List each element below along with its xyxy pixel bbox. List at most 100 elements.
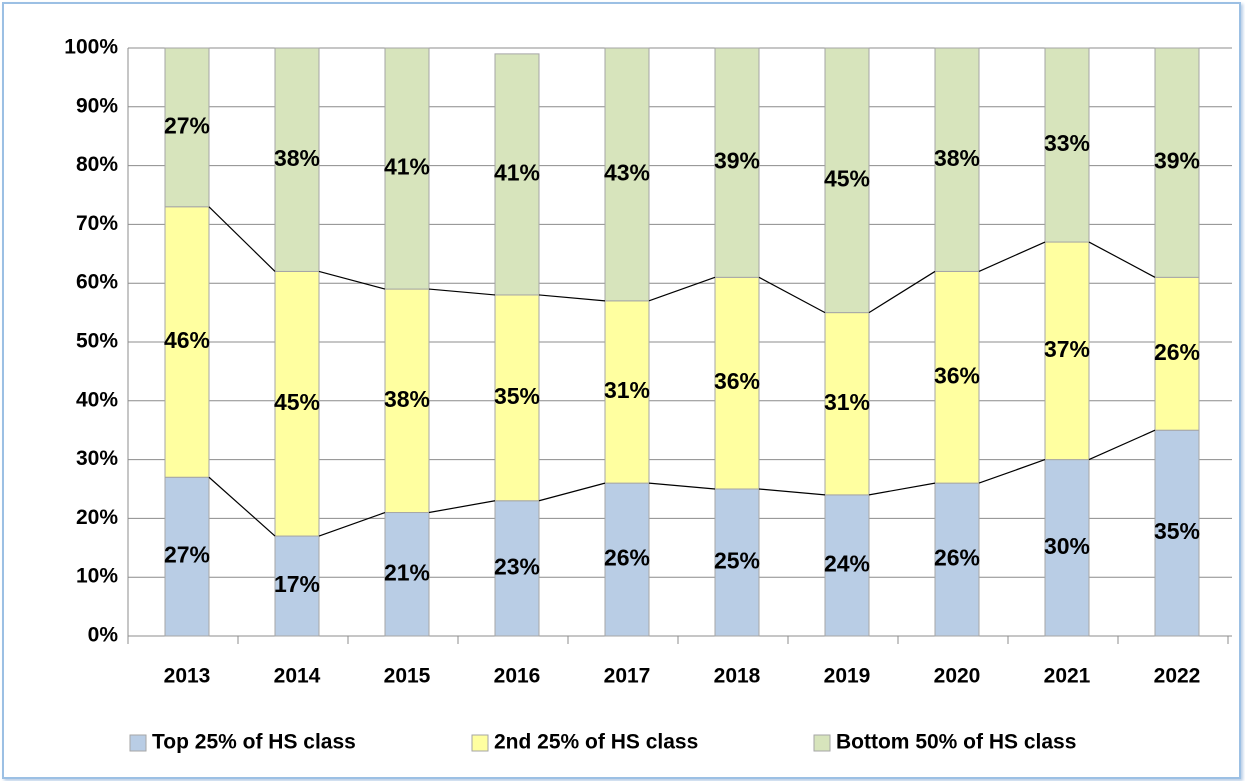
series-line (868, 482, 936, 496)
bar-segment (604, 47, 650, 302)
data-label: 36% (934, 362, 980, 388)
bar-segment (824, 494, 870, 637)
y-tick-label: 10% (76, 565, 118, 588)
bar-segment (1044, 459, 1090, 637)
x-tick-label: 2022 (1154, 665, 1201, 688)
series-line (868, 270, 936, 314)
data-label: 27% (164, 112, 210, 138)
bar-segment (1154, 276, 1200, 431)
series-line (978, 459, 1046, 484)
data-label: 37% (1044, 336, 1090, 362)
x-tick-label: 2015 (384, 665, 431, 688)
bar-segment (714, 488, 760, 637)
data-label: 46% (164, 327, 210, 353)
series-line (318, 511, 386, 537)
bar-segment (274, 47, 320, 272)
data-label: 45% (274, 389, 320, 415)
data-label: 17% (274, 571, 320, 597)
data-label: 41% (384, 154, 430, 180)
series-line (538, 294, 606, 302)
x-tick-label: 2018 (714, 665, 761, 688)
y-tick-label: 100% (64, 36, 118, 59)
bar-segment (494, 53, 540, 296)
data-label: 38% (934, 145, 980, 171)
series-line (758, 488, 826, 496)
bar-segment (714, 276, 760, 490)
legend-label: Bottom 50% of HS class (836, 731, 1076, 754)
x-tick-label: 2021 (1044, 665, 1091, 688)
series-line (428, 500, 496, 514)
data-label: 45% (824, 165, 870, 191)
x-tick-label: 2020 (934, 665, 981, 688)
y-tick-label: 50% (76, 330, 118, 353)
legend-swatch (471, 734, 489, 752)
series-line (648, 482, 716, 490)
data-label: 43% (604, 159, 650, 185)
x-tick-label: 2013 (164, 665, 211, 688)
y-tick-label: 80% (76, 153, 118, 176)
bar-segment (714, 47, 760, 278)
series-line (538, 482, 606, 502)
x-tick-label: 2014 (274, 665, 321, 688)
bar-segment (494, 294, 540, 502)
y-tick-label: 0% (88, 624, 119, 647)
y-tick-label: 70% (76, 212, 118, 235)
data-label: 33% (1044, 130, 1090, 156)
series-line (208, 206, 276, 272)
data-label: 31% (604, 377, 650, 403)
series-line (648, 276, 716, 302)
legend-label: 2nd 25% of HS class (494, 731, 698, 754)
data-label: 35% (1154, 518, 1200, 544)
data-label: 23% (494, 553, 540, 579)
data-label: 35% (494, 383, 540, 409)
bar-segment (934, 270, 980, 484)
bar-segment (384, 47, 430, 290)
legend-swatch (813, 734, 831, 752)
data-label: 30% (1044, 533, 1090, 559)
legend-label: Top 25% of HS class (152, 731, 356, 754)
bar-segment (934, 482, 980, 637)
series-line (208, 476, 276, 537)
series-line (1088, 241, 1156, 278)
bar-segment (164, 476, 210, 637)
bar-segment (824, 312, 870, 496)
data-label: 26% (1154, 339, 1200, 365)
data-label: 41% (494, 159, 540, 185)
bar-segment (1044, 241, 1090, 461)
bar-segment (604, 300, 650, 484)
data-label: 26% (604, 545, 650, 571)
y-tick-label: 30% (76, 447, 118, 470)
y-tick-label: 40% (76, 388, 118, 411)
series-line (318, 270, 386, 290)
data-label: 25% (714, 548, 760, 574)
x-tick-label: 2019 (824, 665, 871, 688)
series-line (758, 276, 826, 314)
bar-segment (494, 500, 540, 637)
data-label: 39% (1154, 148, 1200, 174)
y-tick-label: 60% (76, 271, 118, 294)
data-label: 27% (164, 542, 210, 568)
bar-segment (934, 47, 980, 272)
data-label: 26% (934, 545, 980, 571)
data-label: 31% (824, 389, 870, 415)
x-tick-label: 2016 (494, 665, 541, 688)
y-tick-label: 20% (76, 506, 118, 529)
legend-swatch (129, 734, 147, 752)
series-line (978, 241, 1046, 272)
bar-segment (274, 270, 320, 537)
bar-segment (824, 47, 870, 314)
data-label: 39% (714, 148, 760, 174)
data-label: 21% (384, 559, 430, 585)
bar-segment (1154, 47, 1200, 278)
x-tick-label: 2017 (604, 665, 651, 688)
bar-segment (604, 482, 650, 637)
data-label: 24% (824, 551, 870, 577)
series-line (428, 288, 496, 296)
series-line (1088, 429, 1156, 461)
bar-segment (164, 47, 210, 208)
bar-segment (164, 206, 210, 478)
y-tick-label: 90% (76, 94, 118, 117)
data-label: 38% (274, 145, 320, 171)
